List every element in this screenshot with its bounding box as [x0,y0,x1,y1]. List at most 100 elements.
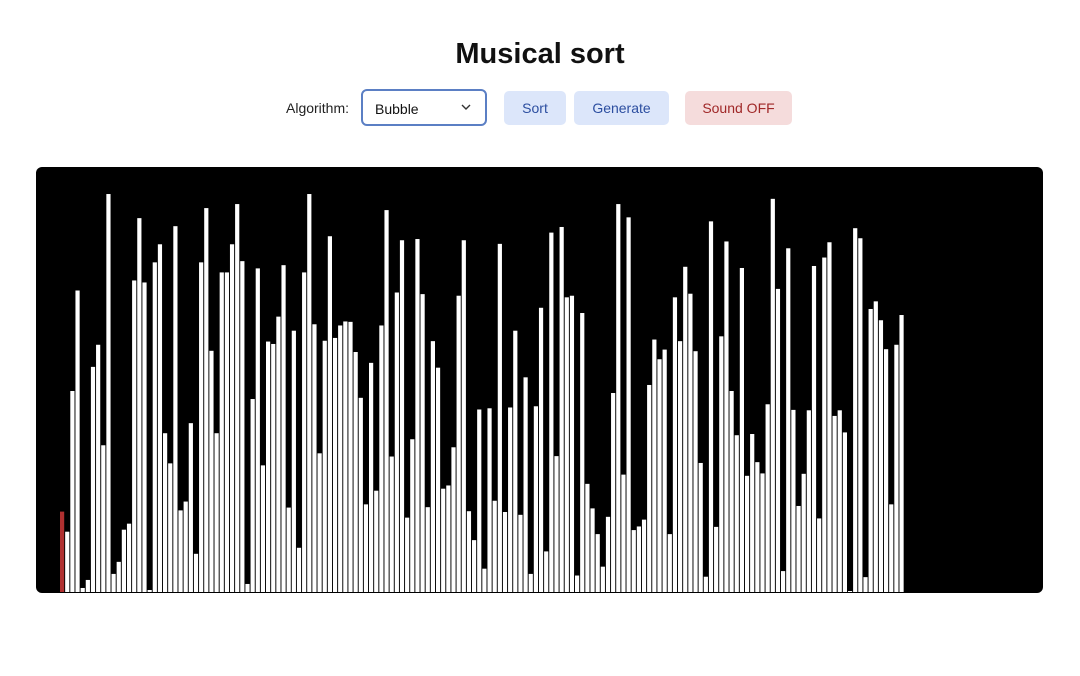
bar [363,504,369,592]
bar [765,404,770,592]
bar [853,228,858,592]
bar [533,406,538,592]
bar [847,591,853,592]
bar [600,566,605,592]
bar [667,534,672,592]
bar [744,475,750,592]
bar [770,198,775,592]
bar [472,540,477,592]
bar [276,316,281,592]
bar [822,257,827,592]
bar [296,547,302,592]
bar [842,432,847,592]
bar [683,266,688,592]
bar [96,344,101,592]
bar [611,393,616,592]
bar [116,561,121,592]
bar [152,262,157,592]
bar [801,473,806,592]
bar [332,337,338,592]
bar [858,238,863,592]
bar [575,575,580,592]
bar [760,473,765,592]
bar [678,341,683,592]
bar [353,352,358,592]
bar [430,341,435,592]
bar [266,341,271,592]
bar [817,518,822,592]
bar [487,408,492,592]
bar [595,534,600,592]
bar [358,397,363,592]
bar [389,456,394,592]
bar [482,568,487,592]
bar [173,226,178,592]
bar [157,244,163,592]
bar [286,507,291,592]
bar [703,576,708,592]
bar [111,573,116,592]
bar [132,280,137,592]
bar [435,367,441,592]
bar [786,248,791,592]
bar [559,226,564,593]
bar [775,288,781,592]
bar [477,409,482,592]
bar [204,208,209,592]
bar [750,434,755,592]
sound-toggle-button[interactable]: Sound OFF [685,91,792,125]
bar [513,330,518,592]
bar [224,272,229,592]
bar [441,488,446,592]
bar [590,508,595,592]
bar [384,210,389,592]
bar [719,336,724,592]
bar [85,579,90,592]
bar [878,320,884,592]
bar [616,204,621,592]
bar [456,295,461,592]
bar [868,308,873,592]
bar [425,507,430,592]
bar [569,295,575,592]
bar [147,589,152,592]
bar [631,530,636,592]
bar [889,504,894,592]
bar [260,465,266,592]
bar [492,500,497,592]
bar [281,265,286,592]
generate-button[interactable]: Generate [574,91,669,125]
bar [343,321,348,592]
bar [605,516,611,592]
bar [781,571,786,592]
bar [80,587,85,592]
bar [672,297,678,592]
bar [302,272,307,592]
bar [538,307,544,592]
algorithm-select[interactable]: Bubble [361,89,487,126]
bar [827,242,832,592]
bar [688,293,693,592]
bar [724,241,729,592]
bar [405,517,410,592]
bar [698,462,703,592]
bar [245,583,250,592]
bar [229,244,235,592]
bar [636,526,641,592]
bar [564,297,569,592]
bar [863,577,868,592]
bar [518,514,523,592]
bar [580,313,585,592]
bar [214,433,219,592]
bar [662,349,667,592]
bar-chart [60,194,904,593]
sort-button[interactable]: Sort [504,91,566,125]
bar [163,433,168,592]
bar [379,325,384,592]
bar [178,510,183,592]
bar [327,236,332,592]
bar [873,301,878,592]
chevron-down-icon [461,104,471,110]
bar [528,573,533,592]
bar [837,410,842,592]
